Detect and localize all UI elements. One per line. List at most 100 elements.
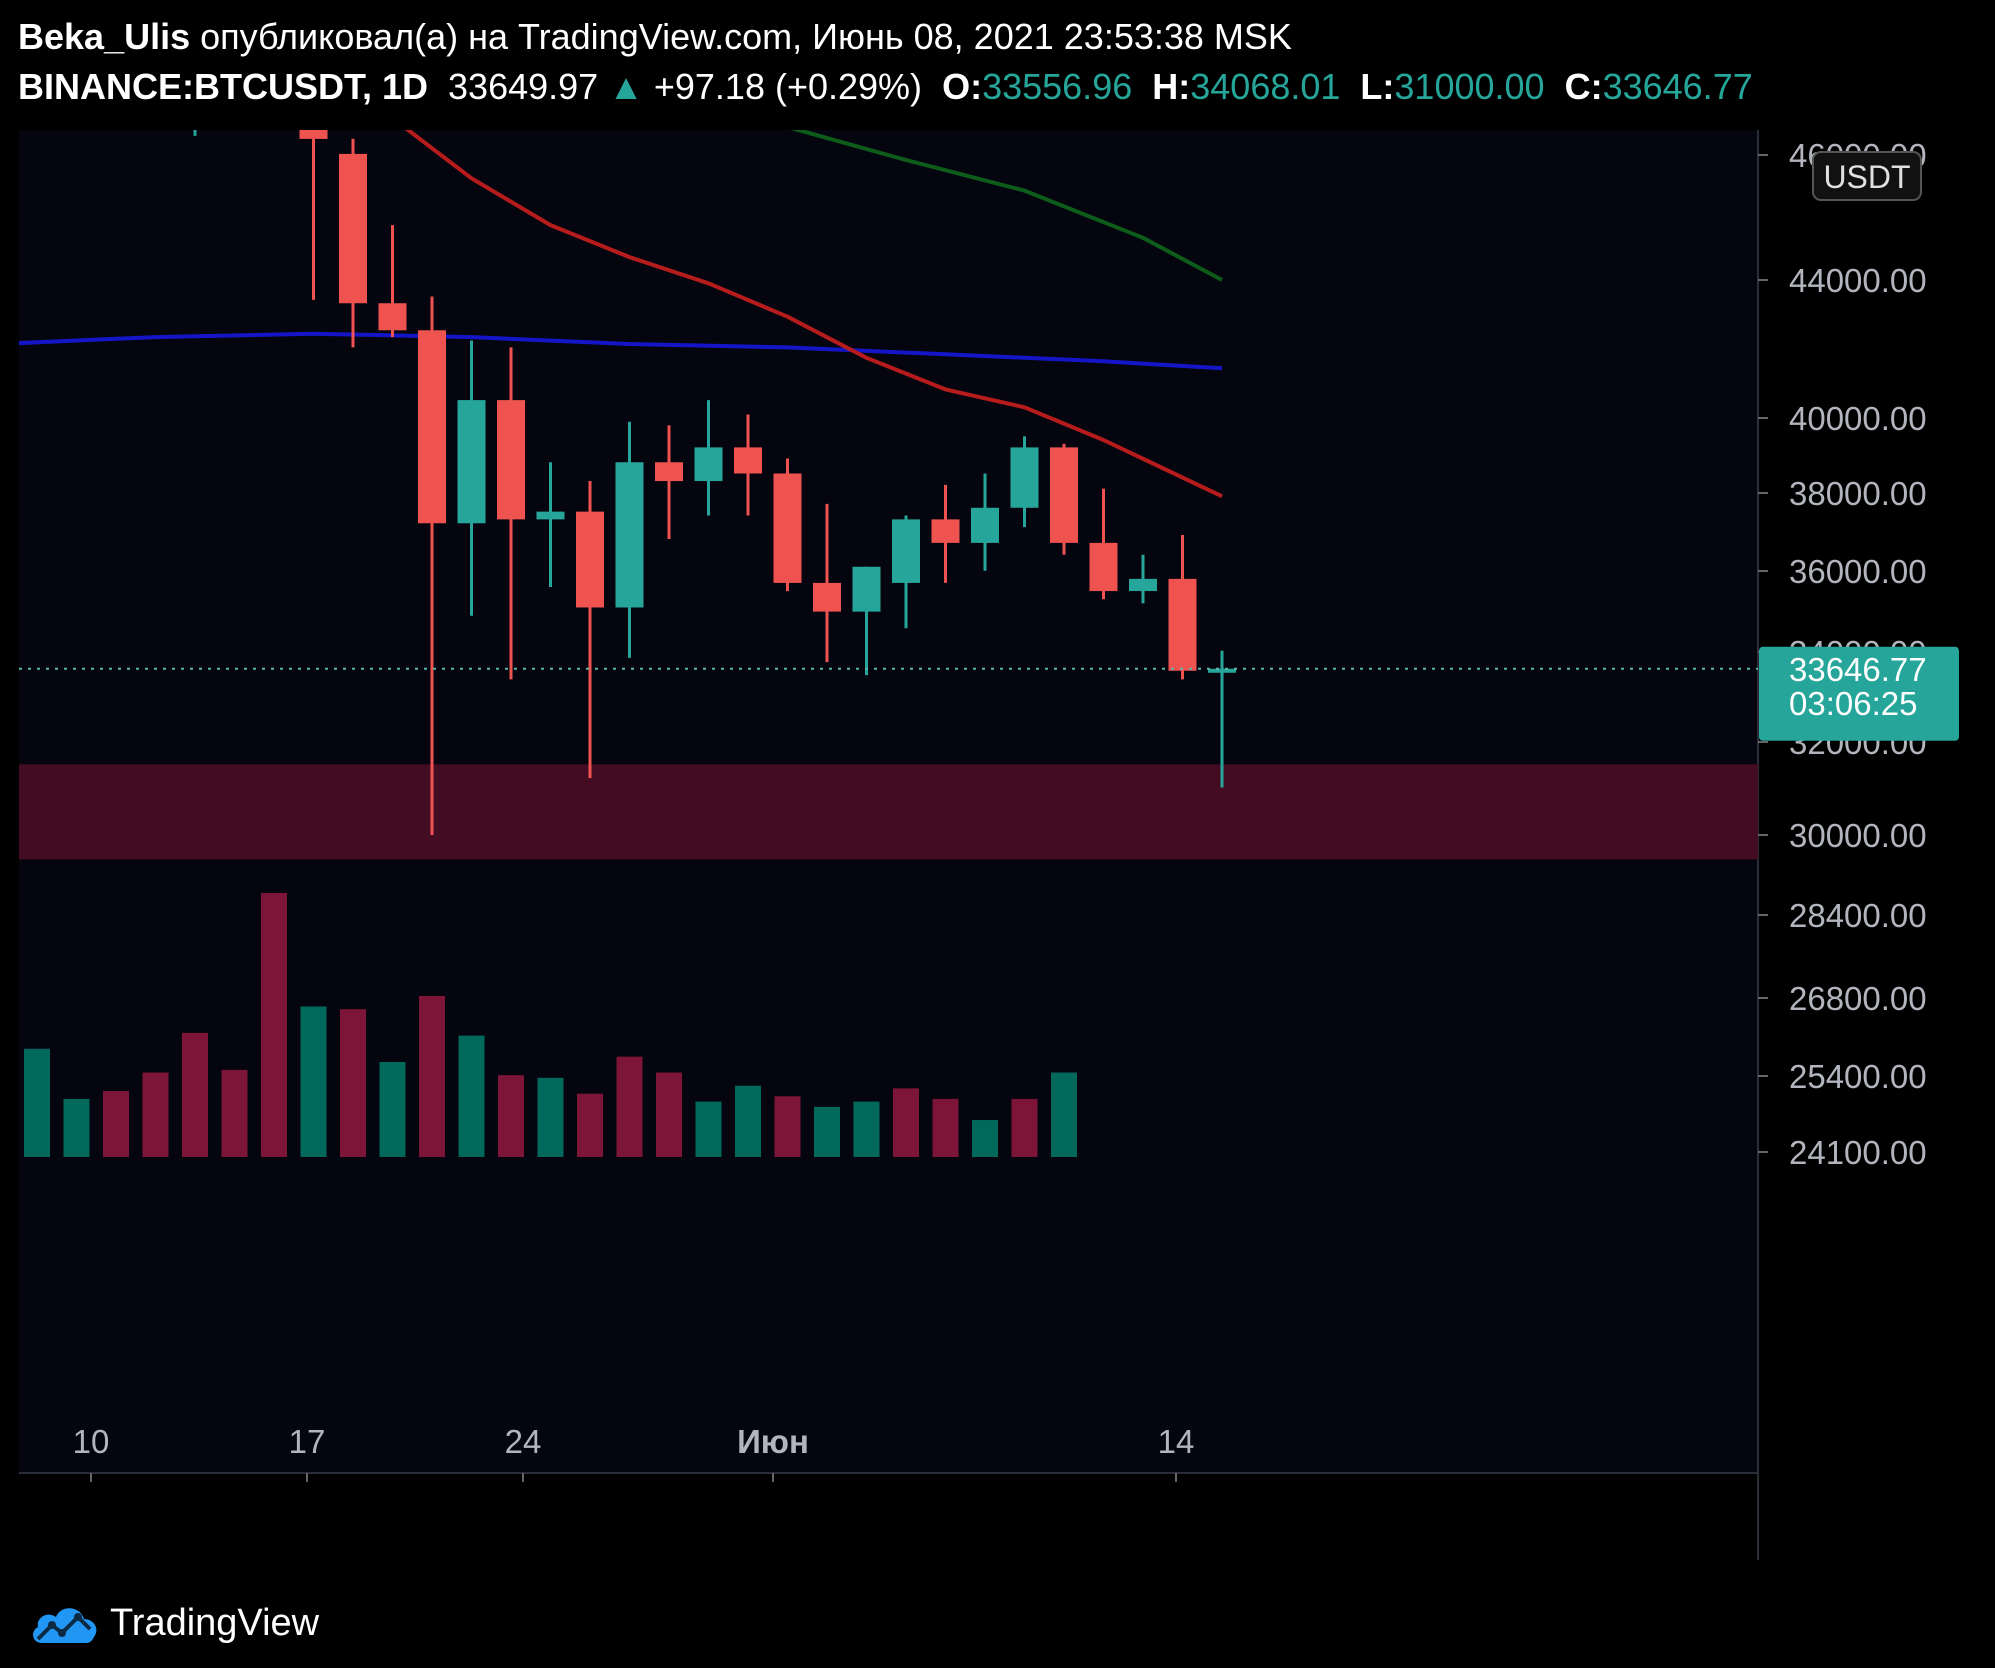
candle-body <box>734 447 762 474</box>
candle <box>1089 488 1118 600</box>
candle-body <box>931 519 960 543</box>
candle-body <box>655 462 683 482</box>
volume-bar <box>1011 1098 1038 1157</box>
candle-body <box>576 511 604 608</box>
candle <box>299 51 328 300</box>
support-zone <box>19 764 1758 860</box>
volume-bar <box>972 1120 998 1157</box>
chart-area[interactable]: 46000.0044000.0040000.0038000.0036000.00… <box>0 0 1979 1560</box>
last-price: 33649.97 <box>448 66 599 107</box>
volume-bar <box>261 893 287 1157</box>
candle <box>1168 535 1197 680</box>
close-label: C: <box>1564 66 1603 107</box>
moving-average-line <box>549 36 1223 282</box>
candle <box>378 225 407 338</box>
volume-bar <box>142 1072 169 1157</box>
volume-bar <box>735 1085 761 1157</box>
candle <box>694 400 723 516</box>
volume-bar <box>577 1093 603 1157</box>
volume-bar <box>932 1098 959 1157</box>
candle-body <box>378 303 407 331</box>
candle <box>1050 443 1078 555</box>
candle-body <box>694 447 723 482</box>
author-name[interactable]: Beka_Ulis <box>18 16 191 57</box>
volume-bar <box>63 1098 90 1157</box>
high-value: 34068.01 <box>1190 66 1341 107</box>
volume-bar <box>419 995 445 1157</box>
currency-badge[interactable]: USDT <box>1812 151 1922 201</box>
volume-bar <box>537 1077 564 1157</box>
candle <box>892 515 920 629</box>
tradingview-logo[interactable]: TradingView <box>28 1595 319 1651</box>
volume-bar <box>300 1006 327 1157</box>
y-tick-label: 24100.00 <box>1789 1134 1927 1171</box>
volume-bar <box>103 1091 129 1157</box>
candle <box>615 421 644 658</box>
volume-bar <box>1051 1072 1077 1157</box>
candle-body <box>299 121 328 139</box>
candle-body <box>615 462 644 608</box>
volume-bar <box>774 1096 801 1157</box>
candle <box>971 473 999 571</box>
candlestick-chart[interactable]: 46000.0044000.0040000.0038000.0036000.00… <box>0 0 1979 1560</box>
volume-bar <box>814 1106 840 1157</box>
volume-bar <box>379 1061 406 1157</box>
symbol-label[interactable]: BINANCE:BTCUSDT, 1D <box>18 66 429 107</box>
candle-body <box>1010 447 1039 508</box>
candle <box>339 138 367 348</box>
volume-bar <box>498 1075 524 1157</box>
x-tick-label: 24 <box>505 1423 542 1460</box>
x-tick-label: Июн <box>737 1423 809 1460</box>
candle-body <box>1129 578 1157 592</box>
y-tick-label: 44000.00 <box>1789 262 1927 299</box>
high-label: H: <box>1152 66 1191 107</box>
candle <box>418 296 446 835</box>
moving-average-line <box>312 78 1223 499</box>
price-change: +97.18 (+0.29%) <box>653 66 923 107</box>
current-price-label: 33646.77 <box>1789 651 1927 688</box>
candle <box>734 414 762 516</box>
candle-body <box>892 519 920 583</box>
candle <box>457 340 486 616</box>
low-label: L: <box>1360 66 1395 107</box>
y-tick-label: 36000.00 <box>1789 553 1927 590</box>
candle <box>655 425 683 539</box>
ohlc-legend: BINANCE:BTCUSDT, 1D 33649.97 ▲ +97.18 (+… <box>18 66 1753 108</box>
candle-body <box>971 507 999 543</box>
open-label: O: <box>942 66 983 107</box>
x-tick-label: 10 <box>73 1423 110 1460</box>
y-tick-label: 25400.00 <box>1789 1058 1927 1095</box>
close-value: 33646.77 <box>1602 66 1753 107</box>
volume-bar <box>656 1072 682 1157</box>
candle-body <box>457 400 486 524</box>
candle-body <box>497 400 525 520</box>
currency-label: USDT <box>1823 159 1910 195</box>
y-tick-label: 40000.00 <box>1789 400 1927 437</box>
time-scale-bg[interactable] <box>19 1473 1758 1560</box>
open-value: 33556.96 <box>982 66 1133 107</box>
change-arrow-icon: ▲ <box>608 66 644 107</box>
candle <box>193 0 197 136</box>
volume-bar <box>340 1009 366 1157</box>
candle-body <box>339 153 367 304</box>
candle <box>931 484 960 583</box>
y-tick-label: 30000.00 <box>1789 817 1927 854</box>
y-tick-label: 28400.00 <box>1789 897 1927 934</box>
low-value: 31000.00 <box>1394 66 1545 107</box>
candle <box>536 462 565 587</box>
price-scale-bg[interactable] <box>1758 130 1979 1560</box>
footer-brand: TradingView <box>110 1601 320 1644</box>
volume-bar <box>695 1101 722 1157</box>
candle <box>1129 554 1157 604</box>
candle-body <box>773 473 802 583</box>
candle-body <box>1208 668 1236 673</box>
candle <box>576 481 604 779</box>
candle-body <box>418 330 446 524</box>
volume-bar <box>24 1048 50 1157</box>
candle-body <box>1168 578 1197 671</box>
x-tick-label: 17 <box>289 1423 326 1460</box>
volume-bar <box>853 1101 880 1157</box>
candle <box>497 347 525 680</box>
tradingview-cloud-icon <box>33 1608 97 1643</box>
publish-info: Beka_Ulis опубликовал(а) на TradingView.… <box>18 16 1292 58</box>
